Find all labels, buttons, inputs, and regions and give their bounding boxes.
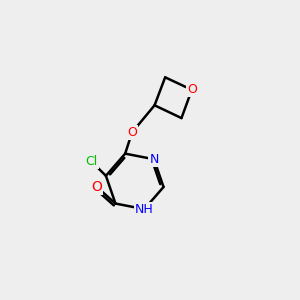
Text: O: O (127, 126, 137, 139)
Text: Cl: Cl (85, 155, 98, 168)
Text: NH: NH (135, 202, 154, 216)
Text: N: N (149, 153, 159, 166)
Text: O: O (91, 180, 102, 194)
Text: O: O (187, 83, 197, 96)
